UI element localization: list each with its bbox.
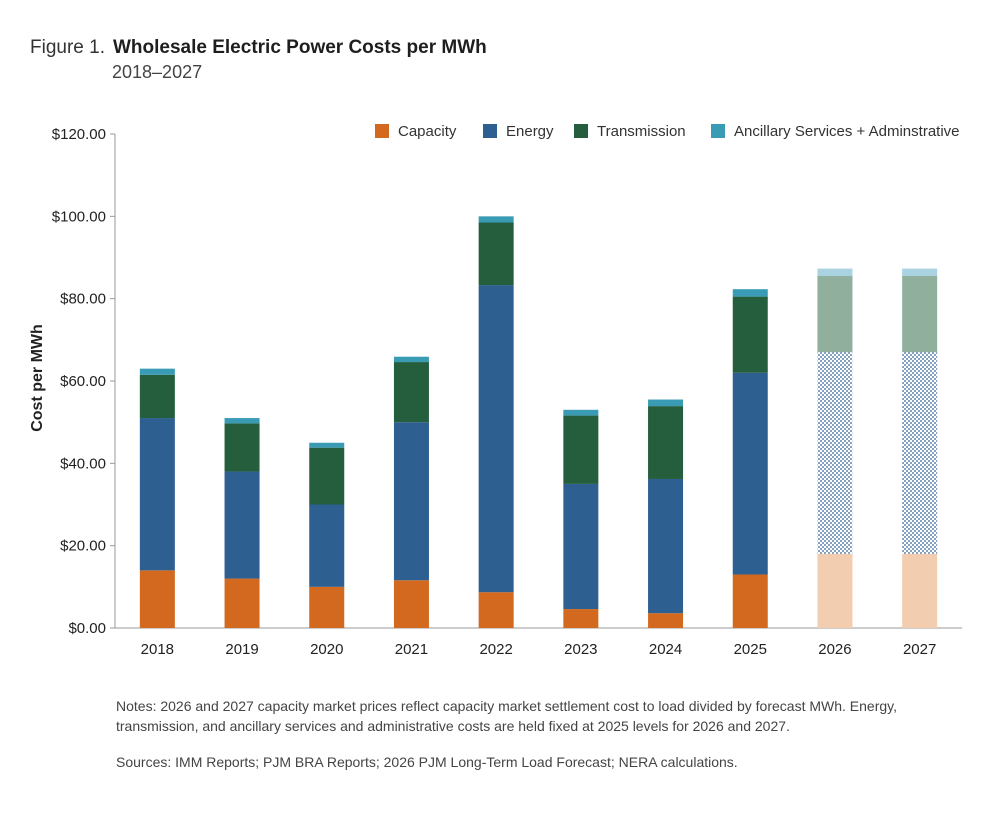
chart-notes: Notes: 2026 and 2027 capacity market pri… xyxy=(116,698,897,734)
bar-ancillary-2026 xyxy=(817,268,853,277)
bar-ancillary-2020 xyxy=(309,442,345,448)
figure-header: Figure 1. Wholesale Electric Power Costs … xyxy=(30,36,487,60)
bar-energy-2026 xyxy=(817,352,853,554)
x-tick-label: 2026 xyxy=(818,641,851,658)
x-tick-label: 2020 xyxy=(310,641,343,658)
bar-capacity-2023 xyxy=(563,609,599,628)
chart-bars xyxy=(139,216,938,628)
legend-swatch xyxy=(574,124,588,138)
figure-title: Wholesale Electric Power Costs per MWh xyxy=(112,37,487,58)
chart-axes: $0.00 $20.00 $40.00 $60.00 $80.00 $100.00 $120… xyxy=(29,126,962,658)
bar-capacity-2020 xyxy=(309,586,345,628)
bar-capacity-2022 xyxy=(478,592,514,628)
bar-energy-2021 xyxy=(393,422,429,581)
bar-transmission-2023 xyxy=(563,415,599,484)
bar-transmission-2022 xyxy=(478,222,514,286)
chart-legend: Capacity Energy Transmission Ancillary Serv… xyxy=(375,123,960,140)
bar-transmission-2020 xyxy=(309,447,345,505)
bar-ancillary-2019 xyxy=(224,418,260,424)
y-tick-label: $100.00 xyxy=(52,208,106,225)
y-tick-label: $20.00 xyxy=(60,538,106,555)
bar-energy-2025 xyxy=(732,372,768,575)
bar-transmission-2026 xyxy=(817,276,853,353)
legend-label: Transmission xyxy=(597,123,686,140)
bar-ancillary-2021 xyxy=(393,356,429,363)
bar-transmission-2018 xyxy=(139,374,175,419)
bar-ancillary-2023 xyxy=(563,409,599,416)
bar-ancillary-2027 xyxy=(902,268,938,277)
x-tick-label: 2024 xyxy=(649,641,682,658)
bar-capacity-2019 xyxy=(224,578,260,628)
bar-capacity-2024 xyxy=(648,613,684,628)
bar-capacity-2026 xyxy=(817,553,853,628)
y-tick-label: $40.00 xyxy=(60,455,106,472)
figure-number: Figure 1. xyxy=(30,37,105,58)
legend-label: Ancillary Services + Adminstrative xyxy=(734,123,960,140)
bar-capacity-2018 xyxy=(139,570,175,628)
bar-ancillary-2018 xyxy=(139,368,175,375)
bar-capacity-2021 xyxy=(393,580,429,628)
bar-transmission-2021 xyxy=(393,362,429,423)
legend-swatch xyxy=(375,124,389,138)
x-tick-label: 2021 xyxy=(395,641,428,658)
bar-energy-2024 xyxy=(648,478,684,614)
bar-energy-2018 xyxy=(139,418,175,571)
y-tick-label: $60.00 xyxy=(60,373,106,390)
y-axis-title: Cost per MWh xyxy=(29,324,46,432)
x-tick-label: 2023 xyxy=(564,641,597,658)
legend-swatch xyxy=(711,124,725,138)
bar-capacity-2025 xyxy=(732,574,768,628)
y-tick-label: $80.00 xyxy=(60,291,106,308)
x-tick-label: 2018 xyxy=(141,641,174,658)
x-tick-label: 2022 xyxy=(479,641,512,658)
bar-energy-2022 xyxy=(478,285,514,593)
legend-swatch xyxy=(483,124,497,138)
figure-subtitle: 2018–2027 xyxy=(112,62,203,82)
bar-ancillary-2024 xyxy=(648,399,684,407)
bar-capacity-2027 xyxy=(902,553,938,628)
x-tick-label: 2019 xyxy=(225,641,258,658)
legend-label: Energy xyxy=(506,123,554,140)
bar-ancillary-2025 xyxy=(732,289,768,297)
bar-transmission-2019 xyxy=(224,423,260,472)
bar-energy-2020 xyxy=(309,504,345,587)
bar-energy-2023 xyxy=(563,483,599,610)
stacked-bar-chart: $0.00 $20.00 $40.00 $60.00 $80.00 $100.00 $120… xyxy=(29,123,962,658)
chart-sources: Sources: IMM Reports; PJM BRA Reports; 2… xyxy=(116,754,738,770)
bar-ancillary-2022 xyxy=(478,216,514,223)
y-tick-label: $120.00 xyxy=(52,126,106,143)
bar-transmission-2025 xyxy=(732,296,768,373)
bar-energy-2027 xyxy=(902,352,938,554)
bar-energy-2019 xyxy=(224,471,260,579)
x-tick-label: 2025 xyxy=(734,641,767,658)
x-tick-label: 2027 xyxy=(903,641,936,658)
bar-transmission-2024 xyxy=(648,406,684,479)
bar-transmission-2027 xyxy=(902,276,938,353)
legend-label: Capacity xyxy=(398,123,457,140)
y-tick-label: $0.00 xyxy=(68,620,106,637)
